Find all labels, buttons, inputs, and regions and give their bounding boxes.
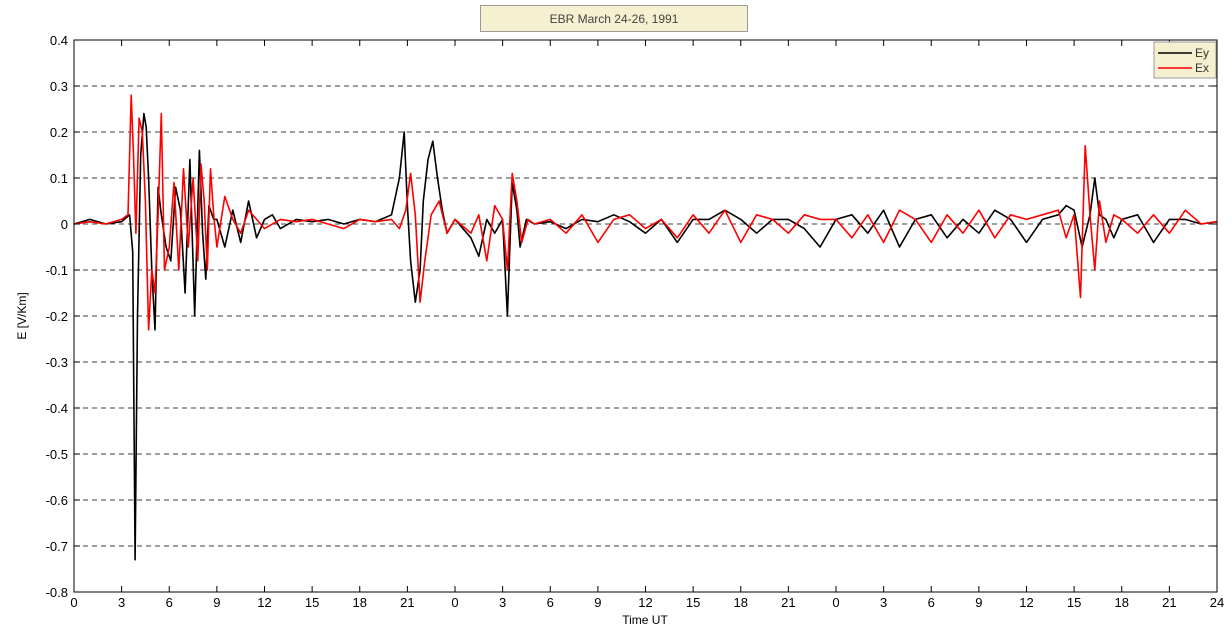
x-tick-label: 3 bbox=[499, 595, 506, 610]
x-tick-label: 12 bbox=[257, 595, 271, 610]
x-tick-label: 15 bbox=[686, 595, 700, 610]
x-tick-label: 21 bbox=[400, 595, 414, 610]
x-tick-label: 6 bbox=[547, 595, 554, 610]
x-tick-label: 15 bbox=[305, 595, 319, 610]
y-tick-label: -0.4 bbox=[46, 401, 68, 416]
y-tick-label: -0.1 bbox=[46, 263, 68, 278]
y-tick-label: -0.8 bbox=[46, 585, 68, 600]
y-axis-label: E [V/Km] bbox=[15, 292, 29, 339]
series-lines bbox=[73, 94, 1218, 561]
x-tick-label: 21 bbox=[781, 595, 795, 610]
x-tick-label: 15 bbox=[1067, 595, 1081, 610]
x-tick-label: 6 bbox=[166, 595, 173, 610]
x-tick-label: 9 bbox=[213, 595, 220, 610]
legend-label-ex: Ex bbox=[1195, 61, 1209, 75]
x-tick-label: 0 bbox=[451, 595, 458, 610]
legend-box bbox=[1153, 41, 1217, 79]
x-tick-label: 9 bbox=[975, 595, 982, 610]
x-tick-label: 9 bbox=[594, 595, 601, 610]
y-tick-label: 0.1 bbox=[50, 171, 68, 186]
y-tick-label: 0.3 bbox=[50, 79, 68, 94]
x-tick-label: 12 bbox=[638, 595, 652, 610]
x-tick-label: 3 bbox=[118, 595, 125, 610]
x-tick-label: 18 bbox=[734, 595, 748, 610]
x-tick-label: 0 bbox=[70, 595, 77, 610]
y-tick-label: 0 bbox=[61, 217, 68, 232]
x-tick-label: 21 bbox=[1162, 595, 1176, 610]
axes bbox=[73, 39, 1218, 593]
x-tick-label: 3 bbox=[880, 595, 887, 610]
tick-labels: 0 3 6 9 12 15 18 21 0 3 6 9 12 15 18 21 0 3 6 9 12 15 18 21 24 -0… bbox=[46, 33, 1225, 610]
x-tick-label: 6 bbox=[928, 595, 935, 610]
y-tick-label: 0.4 bbox=[50, 33, 68, 48]
y-tick-label: -0.6 bbox=[46, 493, 68, 508]
y-tick-label: -0.5 bbox=[46, 447, 68, 462]
x-tick-label: 18 bbox=[1115, 595, 1129, 610]
legend-label-ey: Ey bbox=[1195, 46, 1209, 60]
grid-lines bbox=[74, 85, 1217, 547]
x-tick-label: 0 bbox=[832, 595, 839, 610]
y-tick-label: -0.7 bbox=[46, 539, 68, 554]
chart-title: EBR March 24-26, 1991 bbox=[480, 5, 748, 32]
y-tick-label: 0.2 bbox=[50, 125, 68, 140]
y-tick-label: -0.3 bbox=[46, 355, 68, 370]
series-line-ex bbox=[73, 94, 1218, 331]
x-tick-label: 12 bbox=[1019, 595, 1033, 610]
y-tick-label: -0.2 bbox=[46, 309, 68, 324]
x-tick-label: 18 bbox=[353, 595, 367, 610]
x-axis-label: Time UT bbox=[622, 613, 668, 627]
x-tick-label: 24 bbox=[1210, 595, 1224, 610]
